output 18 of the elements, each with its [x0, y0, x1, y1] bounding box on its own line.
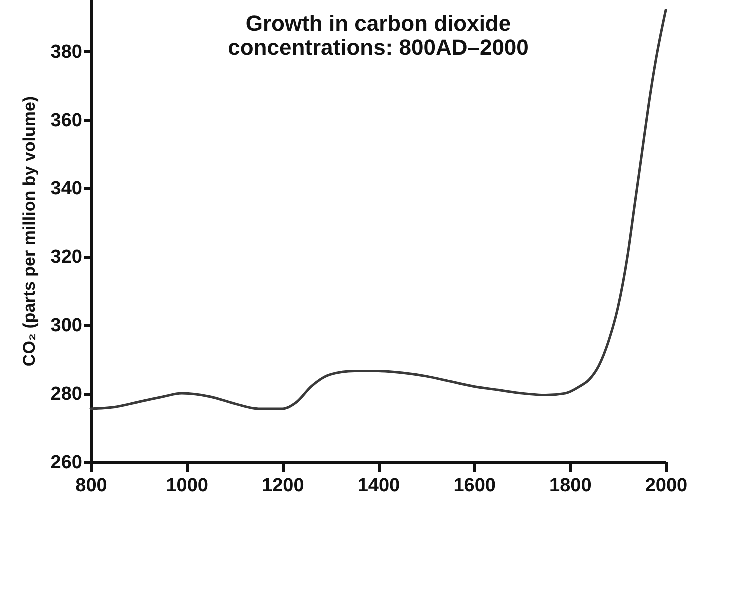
y-tick-label: 300	[50, 316, 82, 337]
y-tick-label: 260	[50, 452, 82, 474]
y-tick-label: 280	[50, 384, 82, 406]
x-tick-label: 1400	[358, 476, 400, 496]
x-tick-label: 2000	[645, 476, 688, 496]
x-tick-label: 1800	[550, 476, 592, 496]
x-tick-label: 1600	[454, 476, 496, 496]
y-tick-label: 340	[50, 178, 82, 200]
y-tick-label: 380	[50, 42, 82, 63]
text: concentrations: 800AD–2000	[228, 35, 529, 60]
y-tick-label: 320	[50, 247, 82, 268]
y-tick-label: 360	[50, 110, 82, 132]
x-tick-label: 1000	[166, 476, 208, 496]
x-tick-label: 800	[76, 476, 108, 496]
y-axis-title: CO₂ (parts per million by volume)	[20, 96, 39, 367]
line-series	[90, 9, 668, 410]
x-tick-label: 1200	[262, 476, 304, 496]
text: Growth in carbon dioxide	[246, 11, 512, 36]
